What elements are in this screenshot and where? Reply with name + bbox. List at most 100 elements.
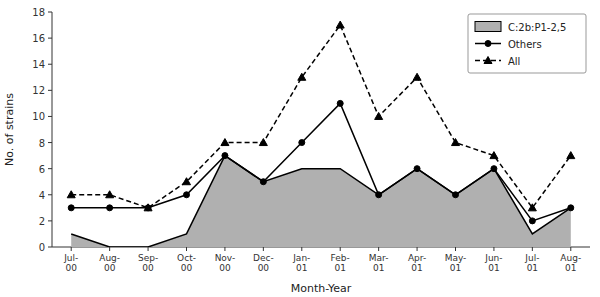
- y-axis-title: No. of strains: [3, 93, 16, 166]
- axes: [48, 12, 590, 251]
- y-tick-label: 14: [32, 59, 45, 70]
- marker: [568, 205, 574, 211]
- marker: [453, 192, 459, 198]
- y-tick-label: 8: [39, 138, 45, 149]
- x-tick: [532, 247, 533, 251]
- marker: [337, 100, 343, 106]
- x-tick-label-line: Feb-: [331, 253, 350, 263]
- x-tick-label: Dec-00: [253, 253, 274, 273]
- x-tick-label: Mar-01: [369, 253, 389, 273]
- x-tick-label-line: Jul-: [63, 253, 78, 263]
- x-tick-label: Jul-00: [63, 253, 78, 273]
- marker: [106, 191, 114, 198]
- marker: [68, 205, 74, 211]
- x-tick-label-line: Dec-: [253, 253, 274, 263]
- x-tick-label: Jan-01: [292, 253, 310, 273]
- x-tick-label: Jun-01: [484, 253, 502, 273]
- marker: [183, 178, 191, 185]
- x-tick-label-line: 01: [296, 263, 307, 273]
- x-tick: [378, 247, 379, 251]
- legend-swatch: [475, 22, 501, 32]
- y-tick-label: 4: [39, 190, 45, 201]
- y-tick-label: 18: [32, 7, 45, 18]
- x-tick-label: Sep-00: [138, 253, 158, 273]
- x-tick-label-line: 00: [181, 263, 193, 273]
- x-tick: [186, 247, 187, 251]
- legend-box: [468, 14, 586, 73]
- marker: [336, 21, 344, 28]
- x-tick: [71, 247, 72, 251]
- marker: [107, 205, 113, 211]
- legend-label: Others: [508, 39, 542, 50]
- x-tick-label-line: 00: [104, 263, 116, 273]
- marker: [452, 139, 460, 146]
- x-tick-label-line: 01: [450, 263, 461, 273]
- marker: [260, 179, 266, 185]
- marker: [144, 204, 152, 211]
- marker: [528, 204, 536, 211]
- x-tick-label-line: 01: [527, 263, 538, 273]
- x-tick: [570, 247, 571, 251]
- x-tick-label-line: Aug-: [99, 253, 120, 263]
- legend-label: C:2b:P1-2,5: [508, 22, 566, 33]
- x-tick-label: Feb-01: [331, 253, 350, 273]
- y-tick: [48, 194, 52, 195]
- x-tick: [109, 247, 110, 251]
- area-outline: [71, 156, 571, 247]
- y-tick: [48, 64, 52, 65]
- x-tick-label: Nov-00: [215, 253, 236, 273]
- x-tick-label-line: 00: [65, 263, 77, 273]
- x-tick: [301, 247, 302, 251]
- marker: [491, 166, 497, 172]
- x-tick-label-line: Nov-: [215, 253, 236, 263]
- marker: [529, 218, 535, 224]
- x-tick-label-line: 00: [258, 263, 270, 273]
- marker: [259, 139, 267, 146]
- y-axis-line: [52, 12, 53, 247]
- x-tick-label-line: Jan-: [292, 253, 310, 263]
- x-tick-label-line: 01: [565, 263, 576, 273]
- x-axis-title: Month-Year: [291, 282, 352, 295]
- y-tick-label: 6: [39, 164, 45, 175]
- x-tick-label-line: 00: [219, 263, 231, 273]
- legend-marker: [485, 41, 491, 47]
- x-tick-label-line: 01: [373, 263, 384, 273]
- x-tick: [340, 247, 341, 251]
- y-tick-label: 16: [32, 33, 45, 44]
- marker: [413, 73, 421, 80]
- y-tick: [48, 38, 52, 39]
- y-tick-label: 12: [32, 85, 45, 96]
- marker: [299, 140, 305, 146]
- marker: [567, 152, 575, 159]
- legend: C:2b:P1-2,5OthersAll: [468, 14, 586, 73]
- x-tick-label-line: 00: [142, 263, 154, 273]
- y-tick: [48, 247, 52, 248]
- x-tick-label: Aug-00: [99, 253, 120, 273]
- marker: [298, 73, 306, 80]
- x-tick-label-line: 01: [334, 263, 345, 273]
- area: [71, 156, 571, 247]
- marker: [67, 191, 75, 198]
- x-tick-label-line: Sep-: [138, 253, 158, 263]
- y-tick: [48, 142, 52, 143]
- marker: [376, 192, 382, 198]
- x-tick-label: Aug-01: [560, 253, 581, 273]
- x-tick-label: May-01: [445, 253, 467, 273]
- x-tick-label: Apr-01: [408, 253, 426, 273]
- marker: [414, 166, 420, 172]
- x-tick: [263, 247, 264, 251]
- y-tick: [48, 90, 52, 91]
- marker: [375, 112, 383, 119]
- x-tick: [148, 247, 149, 251]
- x-tick: [493, 247, 494, 251]
- x-tick-label-line: Aug-: [560, 253, 581, 263]
- x-tick-label-line: May-: [445, 253, 467, 263]
- x-tick-label-line: Mar-: [369, 253, 389, 263]
- marker: [222, 153, 228, 159]
- y-tick: [48, 168, 52, 169]
- x-tick: [455, 247, 456, 251]
- chart: 024681012141618Jul-00Aug-00Sep-00Oct-00N…: [0, 0, 600, 297]
- y-tick: [48, 220, 52, 221]
- x-tick-label-line: 01: [488, 263, 499, 273]
- x-tick-label-line: Oct-: [177, 253, 196, 263]
